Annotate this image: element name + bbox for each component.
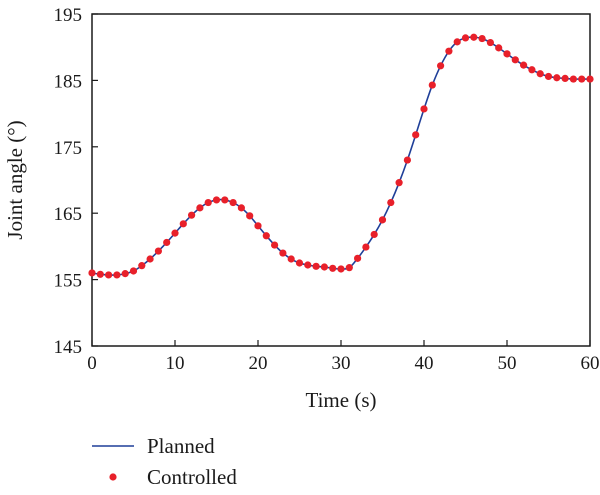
- controlled-data-point: [179, 220, 187, 228]
- controlled-data-point: [569, 75, 578, 83]
- controlled-data-point: [354, 254, 362, 262]
- controlled-data-point: [403, 156, 411, 164]
- controlled-data-point: [113, 271, 121, 279]
- controlled-data-point: [561, 74, 569, 83]
- controlled-data-point: [536, 70, 544, 78]
- controlled-data-point: [212, 196, 221, 204]
- y-axis-ticks: 145 155 165 175 185 195: [54, 5, 98, 358]
- controlled-data-point: [304, 261, 312, 269]
- y-axis-label: Joint angle (°): [3, 120, 27, 239]
- controlled-data-point: [378, 216, 387, 224]
- controlled-data-point: [171, 229, 179, 237]
- controlled-data-point: [412, 131, 420, 139]
- controlled-data-point: [503, 50, 511, 58]
- x-axis-label: Time (s): [306, 388, 377, 412]
- controlled-data-point: [395, 179, 403, 187]
- controlled-data-point: [511, 56, 519, 64]
- controlled-data-point: [370, 230, 378, 239]
- controlled-data-point: [295, 259, 304, 267]
- controlled-data-point: [271, 241, 279, 249]
- controlled-data-point: [138, 262, 146, 270]
- controlled-data-point: [329, 264, 337, 272]
- controlled-data-point: [121, 270, 129, 278]
- controlled-data-point: [163, 238, 171, 247]
- y-tick-label: 155: [54, 271, 83, 292]
- x-axis-ticks: 0 10 20 30 40 50 60: [87, 340, 600, 374]
- y-tick-label: 175: [54, 138, 83, 159]
- controlled-data-point: [461, 34, 470, 42]
- legend-controlled-swatch: [109, 473, 117, 481]
- controlled-data-point: [437, 62, 445, 70]
- x-tick-label: 10: [166, 353, 185, 374]
- controlled-data-point: [586, 75, 594, 83]
- controlled-data-point: [279, 249, 287, 257]
- controlled-data-point: [96, 270, 104, 278]
- x-tick-label: 50: [498, 353, 517, 374]
- controlled-data-point: [495, 44, 503, 52]
- controlled-data-point: [486, 38, 494, 47]
- controlled-data-point: [445, 47, 453, 55]
- controlled-data-point: [287, 255, 295, 263]
- y-tick-label: 195: [54, 5, 83, 26]
- controlled-data-point: [387, 198, 395, 207]
- plot-frame: [91, 13, 591, 347]
- controlled-data-point: [88, 269, 96, 277]
- y-tick-label: 185: [54, 71, 83, 92]
- controlled-data-point: [420, 105, 428, 113]
- controlled-data-point: [146, 255, 154, 263]
- y-tick-label: 165: [54, 204, 83, 225]
- controlled-data-point: [312, 262, 320, 270]
- legend: Planned Controlled: [92, 434, 237, 489]
- controlled-data-point: [254, 222, 262, 230]
- controlled-data-point: [478, 34, 486, 43]
- x-tick-label: 20: [249, 353, 268, 374]
- controlled-data-point: [105, 271, 113, 279]
- controlled-data-point: [470, 33, 478, 41]
- controlled-data-point: [221, 196, 229, 204]
- controlled-data-point: [129, 267, 138, 275]
- controlled-data-point: [188, 211, 196, 219]
- controlled-data-point: [229, 198, 237, 207]
- x-tick-label: 0: [87, 353, 97, 374]
- controlled-data-point: [246, 212, 254, 220]
- controlled-data-point: [528, 66, 536, 74]
- legend-planned-label: Planned: [147, 434, 215, 458]
- controlled-data-point: [362, 243, 370, 251]
- x-tick-label: 60: [581, 353, 600, 374]
- controlled-data-point: [337, 265, 345, 273]
- controlled-data-point: [544, 72, 553, 81]
- legend-controlled-label: Controlled: [147, 465, 237, 489]
- controlled-data-point: [520, 61, 528, 69]
- controlled-data-point: [237, 204, 245, 212]
- controlled-data-point: [428, 81, 436, 89]
- controlled-data-point: [320, 263, 328, 271]
- y-tick-label: 145: [54, 337, 83, 358]
- controlled-data-point: [204, 198, 212, 207]
- controlled-data-point: [196, 204, 204, 212]
- controlled-data-point: [154, 247, 162, 255]
- controlled-data-point: [345, 264, 353, 272]
- controlled-data-point: [262, 232, 270, 240]
- controlled-series-points: [88, 33, 594, 279]
- x-tick-label: 30: [332, 353, 351, 374]
- controlled-data-point: [453, 38, 461, 46]
- controlled-data-point: [553, 74, 561, 82]
- x-tick-label: 40: [415, 353, 434, 374]
- controlled-data-point: [578, 75, 586, 83]
